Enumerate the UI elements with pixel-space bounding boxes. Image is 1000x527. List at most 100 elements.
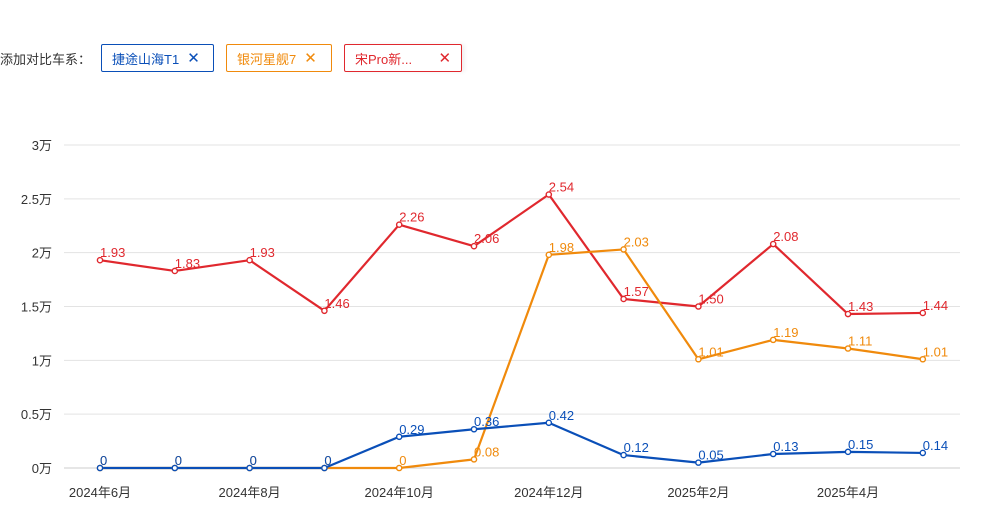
data-point[interactable]: [844, 448, 852, 456]
compare-chip-label: 捷途山海T1: [112, 51, 180, 67]
data-point[interactable]: [844, 310, 852, 318]
series-line: [100, 421, 923, 470]
data-point[interactable]: [545, 251, 553, 259]
data-label: 0: [250, 453, 257, 468]
data-point[interactable]: [919, 355, 927, 363]
data-label: 1.01: [923, 344, 948, 359]
x-tick-label: 2024年10月: [365, 485, 434, 500]
data-point[interactable]: [844, 345, 852, 352]
data-label: 2.26: [399, 210, 424, 225]
y-tick-label: 2万: [32, 246, 52, 261]
compare-chip-label: 银河星舰7: [237, 51, 297, 67]
data-point[interactable]: [695, 355, 702, 363]
series-line: [100, 248, 923, 470]
data-point[interactable]: [321, 307, 328, 315]
chart-grid: [64, 144, 960, 469]
data-point[interactable]: [395, 433, 403, 441]
data-label: 0: [100, 453, 107, 468]
data-label: 2.06: [474, 231, 499, 246]
data-point[interactable]: [171, 267, 179, 275]
y-tick-label: 2.5万: [21, 192, 52, 207]
data-point[interactable]: [769, 450, 777, 458]
data-label: 0.36: [474, 414, 499, 429]
data-point[interactable]: [96, 464, 104, 472]
data-point[interactable]: [171, 464, 179, 472]
data-label: 1.98: [549, 240, 574, 255]
data-point[interactable]: [620, 451, 627, 459]
data-point[interactable]: [919, 309, 927, 317]
compare-chip-song-pro[interactable]: 宋Pro新... ✕: [344, 44, 463, 72]
x-axis: 2024年6月 2024年8月 2024年10月 2024年12月 2025年2月 202…: [69, 485, 879, 500]
data-point[interactable]: [545, 191, 553, 198]
data-point[interactable]: [96, 256, 104, 264]
data-point[interactable]: [919, 449, 927, 457]
compare-chip-jetour-t1[interactable]: 捷途山海T1 ✕: [101, 44, 215, 72]
compare-chip-galaxy-starship7[interactable]: 银河星舰7 ✕: [226, 44, 333, 72]
data-point[interactable]: [395, 221, 403, 228]
close-icon[interactable]: ✕: [438, 49, 452, 67]
data-point[interactable]: [246, 256, 253, 264]
data-label: 0: [324, 453, 331, 468]
data-label: 1.93: [250, 245, 275, 260]
x-tick-label: 2025年4月: [817, 485, 879, 500]
data-label: 0.15: [848, 437, 873, 452]
data-point[interactable]: [620, 246, 627, 253]
data-label: 0: [324, 453, 331, 468]
data-label: 1.83: [175, 256, 200, 271]
data-label: 1.50: [698, 292, 723, 307]
data-point[interactable]: [470, 425, 478, 433]
data-label: 0.42: [549, 408, 574, 423]
y-tick-label: 1.5万: [21, 300, 52, 315]
x-tick-label: 2024年12月: [514, 485, 583, 500]
data-point[interactable]: [695, 303, 702, 310]
data-point[interactable]: [695, 459, 702, 466]
data-point[interactable]: [470, 242, 478, 250]
data-label: 1.01: [698, 344, 723, 359]
series-line: [99, 193, 923, 316]
data-label: 2.08: [773, 229, 798, 244]
data-label: 0: [175, 453, 182, 468]
compare-series-bar: 添加对比车系： 捷途山海T1 ✕ 银河星舰7 ✕ 宋Pro新... ✕: [0, 42, 474, 74]
y-axis: 0万 0.5万 1万 1.5万 2万 2.5万 3万: [21, 138, 52, 476]
data-point[interactable]: [545, 419, 553, 427]
data-point[interactable]: [620, 295, 627, 303]
y-tick-label: 0万: [32, 461, 52, 476]
data-point[interactable]: [395, 464, 403, 472]
data-point[interactable]: [246, 464, 253, 472]
data-point[interactable]: [321, 464, 328, 472]
data-label: 0: [399, 453, 406, 468]
compare-label: 添加对比车系：: [0, 51, 92, 67]
data-label: 1.19: [773, 325, 798, 340]
close-icon[interactable]: ✕: [187, 49, 200, 67]
chart-points: [96, 191, 927, 472]
data-label: 0: [175, 453, 182, 468]
compare-chip-label: 宋Pro新...: [355, 51, 413, 67]
x-tick-label: 2025年2月: [667, 485, 729, 500]
chart-series: [99, 193, 923, 470]
data-point[interactable]: [769, 240, 777, 248]
x-tick-label: 2024年8月: [219, 485, 281, 500]
data-label: 0.14: [923, 438, 948, 453]
x-tick-label: 2024年6月: [69, 485, 131, 500]
data-label: 1.46: [324, 296, 349, 311]
data-label: 0.29: [399, 422, 424, 437]
data-label: 0.05: [698, 448, 723, 463]
y-tick-label: 3万: [32, 138, 52, 153]
data-label: 1.57: [624, 284, 649, 299]
data-label: 1.93: [100, 245, 125, 260]
y-tick-label: 0.5万: [21, 407, 52, 422]
data-label: 0: [100, 453, 107, 468]
data-point[interactable]: [769, 336, 777, 344]
data-label: 1.44: [923, 298, 948, 313]
data-label: 1.43: [848, 299, 873, 314]
data-label: 1.11: [848, 333, 872, 348]
data-label: 0.08: [474, 444, 499, 459]
data-label: 0: [250, 453, 257, 468]
chart-data-labels: 1.93 1.83 1.93 1.46 2.26 2.06 2.54 1.57 1.50 2.08…: [100, 180, 948, 468]
data-label: 0.12: [624, 440, 649, 455]
data-label: 2.03: [624, 234, 649, 249]
close-icon[interactable]: ✕: [304, 49, 317, 67]
data-point[interactable]: [470, 456, 478, 463]
